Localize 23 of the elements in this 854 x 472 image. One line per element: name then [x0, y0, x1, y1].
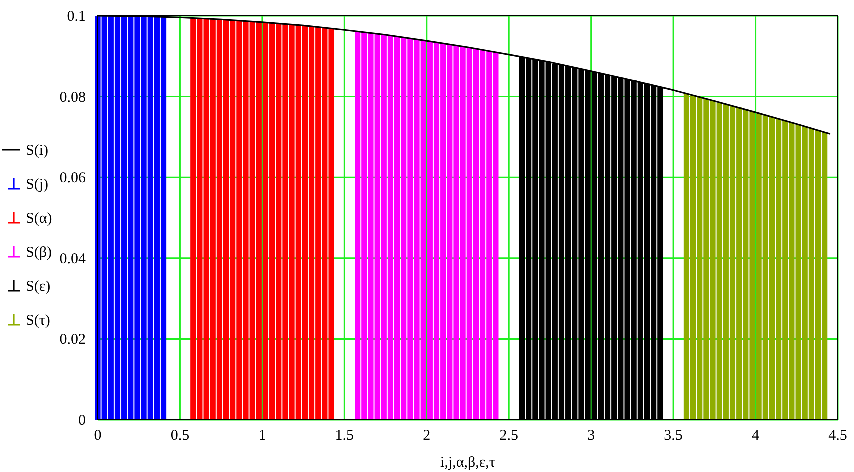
legend-label: S(j) [26, 177, 49, 193]
x-tick-label: 4.5 [828, 428, 848, 444]
x-tick-label: 0 [94, 428, 102, 444]
x-tick-label: 0.5 [170, 428, 190, 444]
x-tick-label: 2.5 [500, 428, 518, 444]
y-tick-label: 0.1 [67, 9, 86, 25]
x-axis-title: i,j,α,β,ε,τ [440, 455, 496, 471]
y-tick-label: 0 [78, 413, 86, 429]
y-tick-label: 0.08 [60, 90, 86, 106]
x-tick-label: 3.5 [664, 428, 683, 444]
legend-label: S(ε) [26, 279, 51, 295]
x-tick-label: 4 [752, 428, 760, 444]
x-tick-label: 1 [258, 428, 266, 444]
legend-label: S(α) [26, 211, 52, 227]
legend-label: S(β) [26, 245, 52, 261]
y-tick-label: 0.04 [60, 251, 86, 268]
y-tick-label: 0.06 [60, 170, 86, 187]
y-tick-label: 0.02 [60, 332, 86, 348]
x-tick-label: 1.5 [335, 428, 354, 444]
legend-label: S(i) [26, 143, 49, 159]
legend-label: S(τ) [26, 313, 50, 329]
x-tick-label: 3 [588, 428, 596, 444]
x-tick-label: 2 [423, 428, 431, 444]
